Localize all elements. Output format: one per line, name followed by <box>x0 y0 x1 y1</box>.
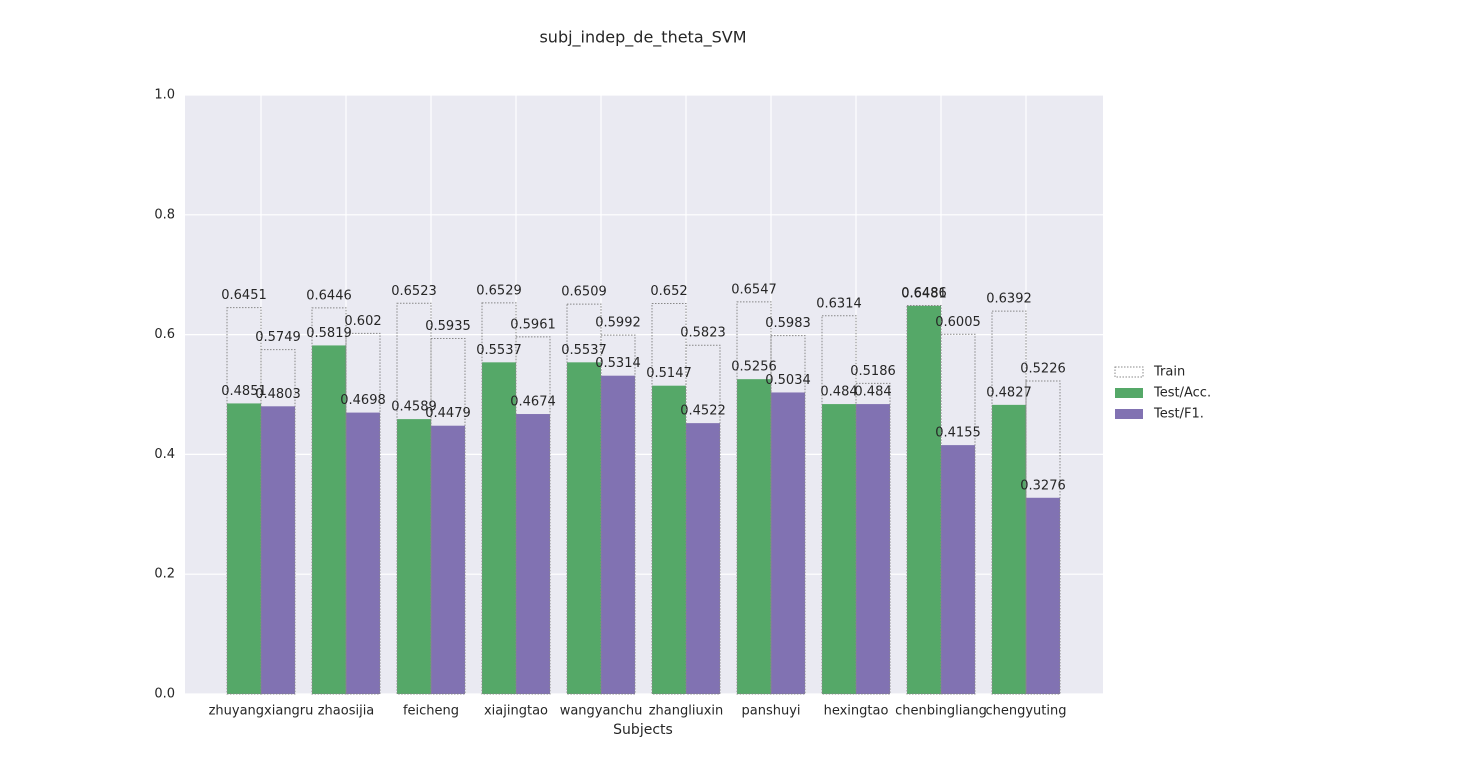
x-tick-label: hexingtao <box>824 704 889 719</box>
bar <box>737 379 771 694</box>
value-label: 0.484 <box>820 385 857 400</box>
y-tick-label: 0.0 <box>154 687 175 702</box>
bar <box>907 305 941 694</box>
bar <box>431 425 465 694</box>
bar <box>567 362 601 694</box>
train-bar <box>685 344 721 695</box>
bar <box>652 385 686 694</box>
legend-label: Test/Acc. <box>1153 386 1211 401</box>
value-label: 0.5226 <box>1020 361 1066 376</box>
value-label: 0.4589 <box>391 400 437 415</box>
y-tick-label: 0.2 <box>154 567 175 582</box>
value-label: 0.4851 <box>221 384 267 399</box>
x-tick-label: feicheng <box>403 704 459 719</box>
bar <box>992 404 1026 694</box>
bar <box>601 375 635 694</box>
value-label: 0.6481 <box>901 286 947 301</box>
value-label: 0.5537 <box>561 343 607 358</box>
value-label: 0.5186 <box>850 364 896 379</box>
legend-label: Test/F1. <box>1153 407 1204 422</box>
y-tick-label: 0.4 <box>154 447 175 462</box>
value-label: 0.6314 <box>816 296 862 311</box>
train-bar <box>430 337 466 695</box>
train-bar <box>991 310 1027 695</box>
train-bar <box>770 335 806 695</box>
value-label: 0.5983 <box>765 316 811 331</box>
y-tick-label: 1.0 <box>154 88 175 103</box>
value-label: 0.4522 <box>680 404 726 419</box>
value-label: 0.602 <box>344 314 381 329</box>
value-label: 0.6486 <box>901 286 947 301</box>
value-label: 0.6523 <box>391 284 437 299</box>
legend-swatch <box>1115 409 1143 419</box>
legend-swatch <box>1114 366 1144 378</box>
value-label: 0.4803 <box>255 387 301 402</box>
x-axis-label: Subjects <box>613 722 673 738</box>
value-label: 0.5935 <box>425 319 471 334</box>
bar <box>856 404 890 694</box>
value-label: 0.3276 <box>1020 478 1066 493</box>
x-tick-label: zhuyangxiangru <box>209 704 314 719</box>
value-label: 0.5823 <box>680 326 726 341</box>
train-bar <box>940 333 976 695</box>
value-label: 0.484 <box>854 385 891 400</box>
value-label: 0.4698 <box>340 393 386 408</box>
x-tick-label: wangyanchu <box>560 704 643 719</box>
value-label: 0.4155 <box>935 426 981 441</box>
chart-title: subj_indep_de_theta_SVM <box>539 28 746 48</box>
train-bar <box>481 302 517 695</box>
x-tick-label: chenbingliang <box>895 704 987 719</box>
value-label: 0.6446 <box>306 288 352 303</box>
value-label: 0.5819 <box>306 326 352 341</box>
train-bar <box>345 332 381 695</box>
value-label: 0.6509 <box>561 285 607 300</box>
legend-swatch <box>1115 388 1143 398</box>
train-bar <box>855 382 891 695</box>
x-tick-label: xiajingtao <box>484 704 548 719</box>
value-label: 0.5961 <box>510 317 556 332</box>
bar <box>1026 497 1060 694</box>
bar <box>346 412 380 694</box>
value-label: 0.4479 <box>425 406 471 421</box>
value-label: 0.6547 <box>731 282 777 297</box>
value-label: 0.5256 <box>731 360 777 375</box>
bar <box>771 392 805 694</box>
bar <box>822 404 856 694</box>
value-label: 0.6392 <box>986 292 1032 307</box>
bar <box>516 414 550 694</box>
x-tick-label: zhangliuxin <box>649 704 724 719</box>
bar <box>686 423 720 694</box>
value-label: 0.4674 <box>510 395 556 410</box>
bar <box>397 419 431 694</box>
bar <box>941 445 975 694</box>
value-label: 0.5314 <box>595 356 641 371</box>
x-tick-label: chengyuting <box>985 704 1066 719</box>
bar <box>312 345 346 694</box>
y-tick-label: 0.8 <box>154 207 175 222</box>
bar <box>261 406 295 694</box>
value-label: 0.5992 <box>595 316 641 331</box>
value-label: 0.6529 <box>476 283 522 298</box>
x-tick-label: panshuyi <box>741 704 800 719</box>
value-label: 0.5147 <box>646 366 692 381</box>
x-tick-label: zhaosijia <box>318 704 375 719</box>
bar <box>482 362 516 694</box>
value-label: 0.6005 <box>935 315 981 330</box>
legend-label: Train <box>1153 365 1185 380</box>
value-label: 0.4827 <box>986 385 1032 400</box>
value-label: 0.652 <box>650 284 687 299</box>
y-tick-label: 0.6 <box>154 327 175 342</box>
value-label: 0.5537 <box>476 343 522 358</box>
bar <box>227 403 261 694</box>
train-bar <box>515 336 551 695</box>
train-bar <box>600 334 636 695</box>
value-label: 0.5749 <box>255 330 301 345</box>
value-label: 0.5034 <box>765 373 811 388</box>
value-label: 0.6451 <box>221 288 267 303</box>
train-bar <box>1025 380 1061 695</box>
